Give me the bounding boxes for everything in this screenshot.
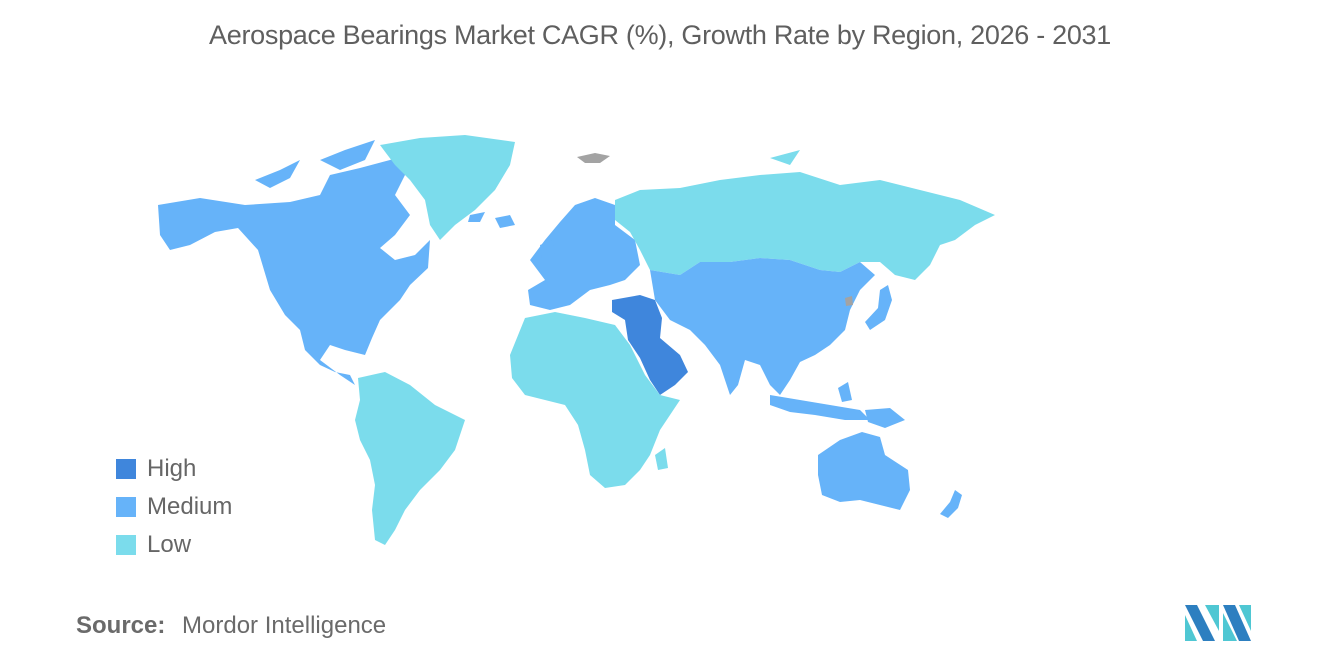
region-europe — [495, 198, 640, 310]
legend-item-medium: Medium — [116, 488, 232, 526]
source-note: Source: Mordor Intelligence — [76, 612, 386, 640]
legend: High Medium Low — [116, 450, 232, 564]
region-africa — [510, 312, 680, 488]
legend-item-high: High — [116, 450, 232, 488]
region-south-america — [355, 372, 465, 545]
legend-label: High — [147, 455, 197, 482]
legend-swatch-high — [116, 459, 136, 479]
region-russia — [615, 150, 995, 280]
region-oceania — [818, 432, 962, 518]
region-asia — [650, 258, 905, 428]
region-no-data — [577, 153, 853, 306]
legend-swatch-medium — [116, 497, 136, 517]
source-key: Source: — [76, 612, 166, 639]
region-greenland — [380, 135, 515, 240]
mordor-logo-icon — [1185, 605, 1251, 641]
legend-swatch-low — [116, 535, 136, 555]
legend-label: Medium — [147, 493, 233, 520]
chart-title: Aerospace Bearings Market CAGR (%), Grow… — [209, 20, 1111, 50]
region-middle-east — [612, 295, 688, 395]
source-value: Mordor Intelligence — [182, 612, 387, 639]
legend-label: Low — [147, 531, 192, 558]
region-north-america — [158, 140, 485, 385]
legend-item-low: Low — [116, 526, 232, 564]
